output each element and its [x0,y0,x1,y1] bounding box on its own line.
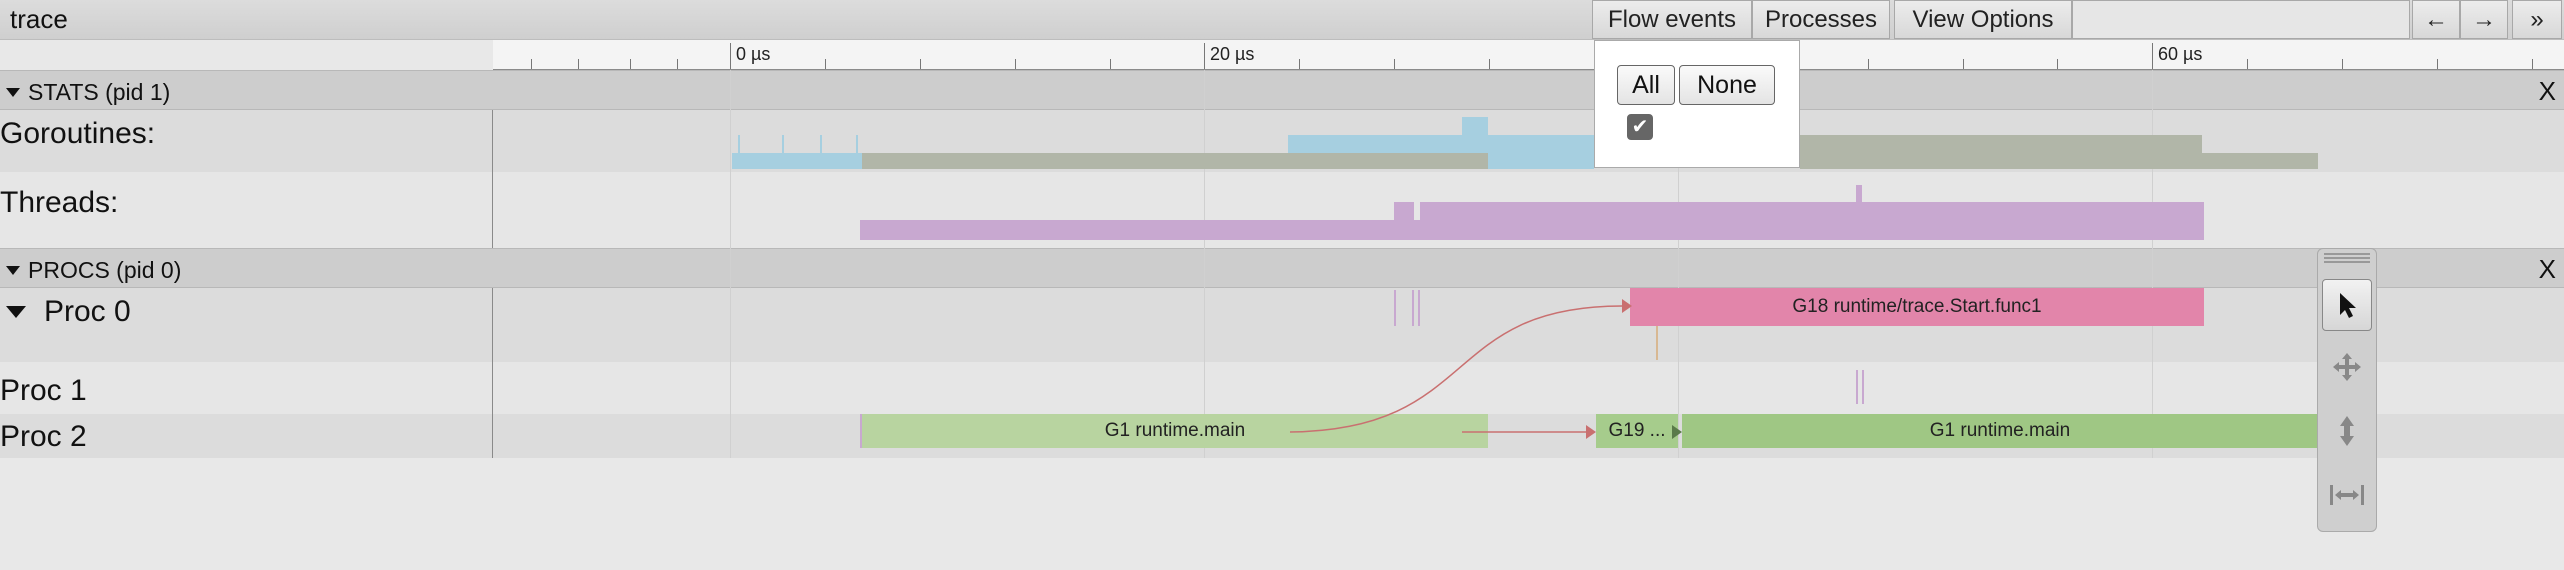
ruler-tick [2057,59,2058,69]
search-field[interactable] [2072,0,2410,39]
ruler-tick [2342,59,2343,69]
ruler-tick [630,59,631,69]
grid-line [2152,70,2153,458]
app-title: trace [10,4,68,34]
ruler-tick [1489,59,1490,69]
ruler-tick [1394,59,1395,69]
ruler-label: 60 µs [2158,44,2203,64]
flow-arrowhead-icon [1622,299,1632,313]
flow-events-button[interactable]: Flow events [1592,0,1752,39]
ruler-tick [1963,59,1964,69]
ruler-tick [825,59,826,69]
proc2-tick[interactable] [860,414,862,448]
drag-handle[interactable] [2324,253,2370,263]
stats-section-header[interactable]: STATS (pid 1) X [0,70,2564,110]
grid-line [1204,70,1205,458]
proc1-tick[interactable] [1862,370,1864,404]
threads-peak[interactable] [1394,202,1414,220]
proc0-label: Proc 0 [44,295,131,328]
goroutines-running-bar[interactable] [1288,135,1488,153]
ruler-tick [578,59,579,69]
top-toolbar: trace Flow events Processes View Options… [0,0,2564,40]
next-arrow-button[interactable]: → [2460,0,2508,39]
zoom-icon [2340,416,2354,446]
processes-button[interactable]: Processes [1752,0,1890,39]
ruler-tick [2152,43,2153,69]
proc0-tick[interactable] [1418,290,1420,326]
goroutines-running-bar[interactable] [732,153,862,169]
ruler-tick [531,59,532,69]
more-button[interactable]: » [2512,0,2562,39]
goroutines-runnable-bar[interactable] [1800,135,2202,169]
goroutines-spike[interactable] [856,135,858,153]
close-stats-button[interactable]: X [2538,76,2556,106]
flow-all-button[interactable]: All [1617,65,1675,105]
ruler-tick [677,59,678,69]
threads-bar[interactable] [1420,202,2204,220]
flow-arrowhead-icon [1586,425,1596,439]
ruler-tick [1299,59,1300,69]
prev-arrow-button[interactable]: ← [2412,0,2460,39]
pan-mode-button[interactable] [2322,341,2372,393]
proc1-row: Proc 1 [0,362,2564,414]
collapse-triangle-icon[interactable] [6,266,20,275]
threads-bar[interactable] [860,220,2204,240]
proc0-tick[interactable] [1394,290,1396,326]
threads-peak[interactable] [1856,185,1862,202]
ruler-tick [1868,59,1869,69]
pan-icon [2333,353,2361,381]
ruler-label: 20 µs [1210,44,1255,64]
threads-label: Threads: [0,186,119,219]
ruler-label: 0 µs [736,44,771,64]
procs-section-label: PROCS (pid 0) [28,257,182,283]
ruler-tick [2247,59,2248,69]
proc0-tick[interactable] [1412,290,1414,326]
g1-runtime-main-slice[interactable]: G1 runtime.main [862,414,1488,448]
ruler-tick [730,43,731,69]
goroutines-runnable-bar[interactable] [862,153,1488,169]
proc0-tick[interactable] [1656,326,1658,360]
flow-none-button[interactable]: None [1679,65,1775,105]
goroutines-spike[interactable] [820,135,822,153]
view-options-button[interactable]: View Options [1894,0,2072,39]
flow-arrowhead-icon [1672,425,1682,439]
g19-slice[interactable]: G19 ... [1596,414,1678,448]
proc1-tick[interactable] [1856,370,1858,404]
zoom-mode-button[interactable] [2322,405,2372,457]
timing-icon [2330,485,2364,505]
goroutines-running-peak[interactable] [1462,117,1488,135]
procs-section-header[interactable]: PROCS (pid 0) X [0,248,2564,288]
ruler-tick [920,59,921,69]
goroutines-spike[interactable] [782,135,784,153]
timing-mode-button[interactable] [2322,469,2372,521]
select-mode-button[interactable] [2322,279,2372,331]
flow-arrow-line [1289,305,1623,433]
flow-events-popup: All None ✔ [1594,40,1800,168]
select-icon [2340,293,2356,318]
ruler-tick [1204,43,1205,69]
ruler-tick [2532,59,2533,69]
proc1-label: Proc 1 [0,374,87,407]
g18-slice[interactable]: G18 runtime/trace.Start.func1 [1630,288,2204,326]
proc2-label: Proc 2 [0,420,87,453]
stats-section-label: STATS (pid 1) [28,79,171,105]
grid-line [730,70,731,458]
goroutines-label: Goroutines: [0,117,156,150]
grid-line [1678,70,1679,458]
g1-runtime-main-slice[interactable]: G1 runtime.main [1682,414,2318,448]
ruler-tick [1015,59,1016,69]
flow-checkbox[interactable]: ✔ [1627,114,1653,140]
goroutines-running-bar[interactable] [1488,135,1594,169]
expand-triangle-icon[interactable] [6,306,26,318]
goroutines-spike[interactable] [738,135,740,153]
collapse-triangle-icon[interactable] [6,88,20,97]
close-procs-button[interactable]: X [2538,254,2556,284]
ruler-tick [2437,59,2438,69]
mouse-mode-selector[interactable] [2317,248,2377,532]
goroutines-runnable-bar[interactable] [2202,153,2318,169]
ruler-tick [1110,59,1111,69]
time-ruler[interactable]: 0 µs 20 µs 60 µs [493,40,2564,70]
